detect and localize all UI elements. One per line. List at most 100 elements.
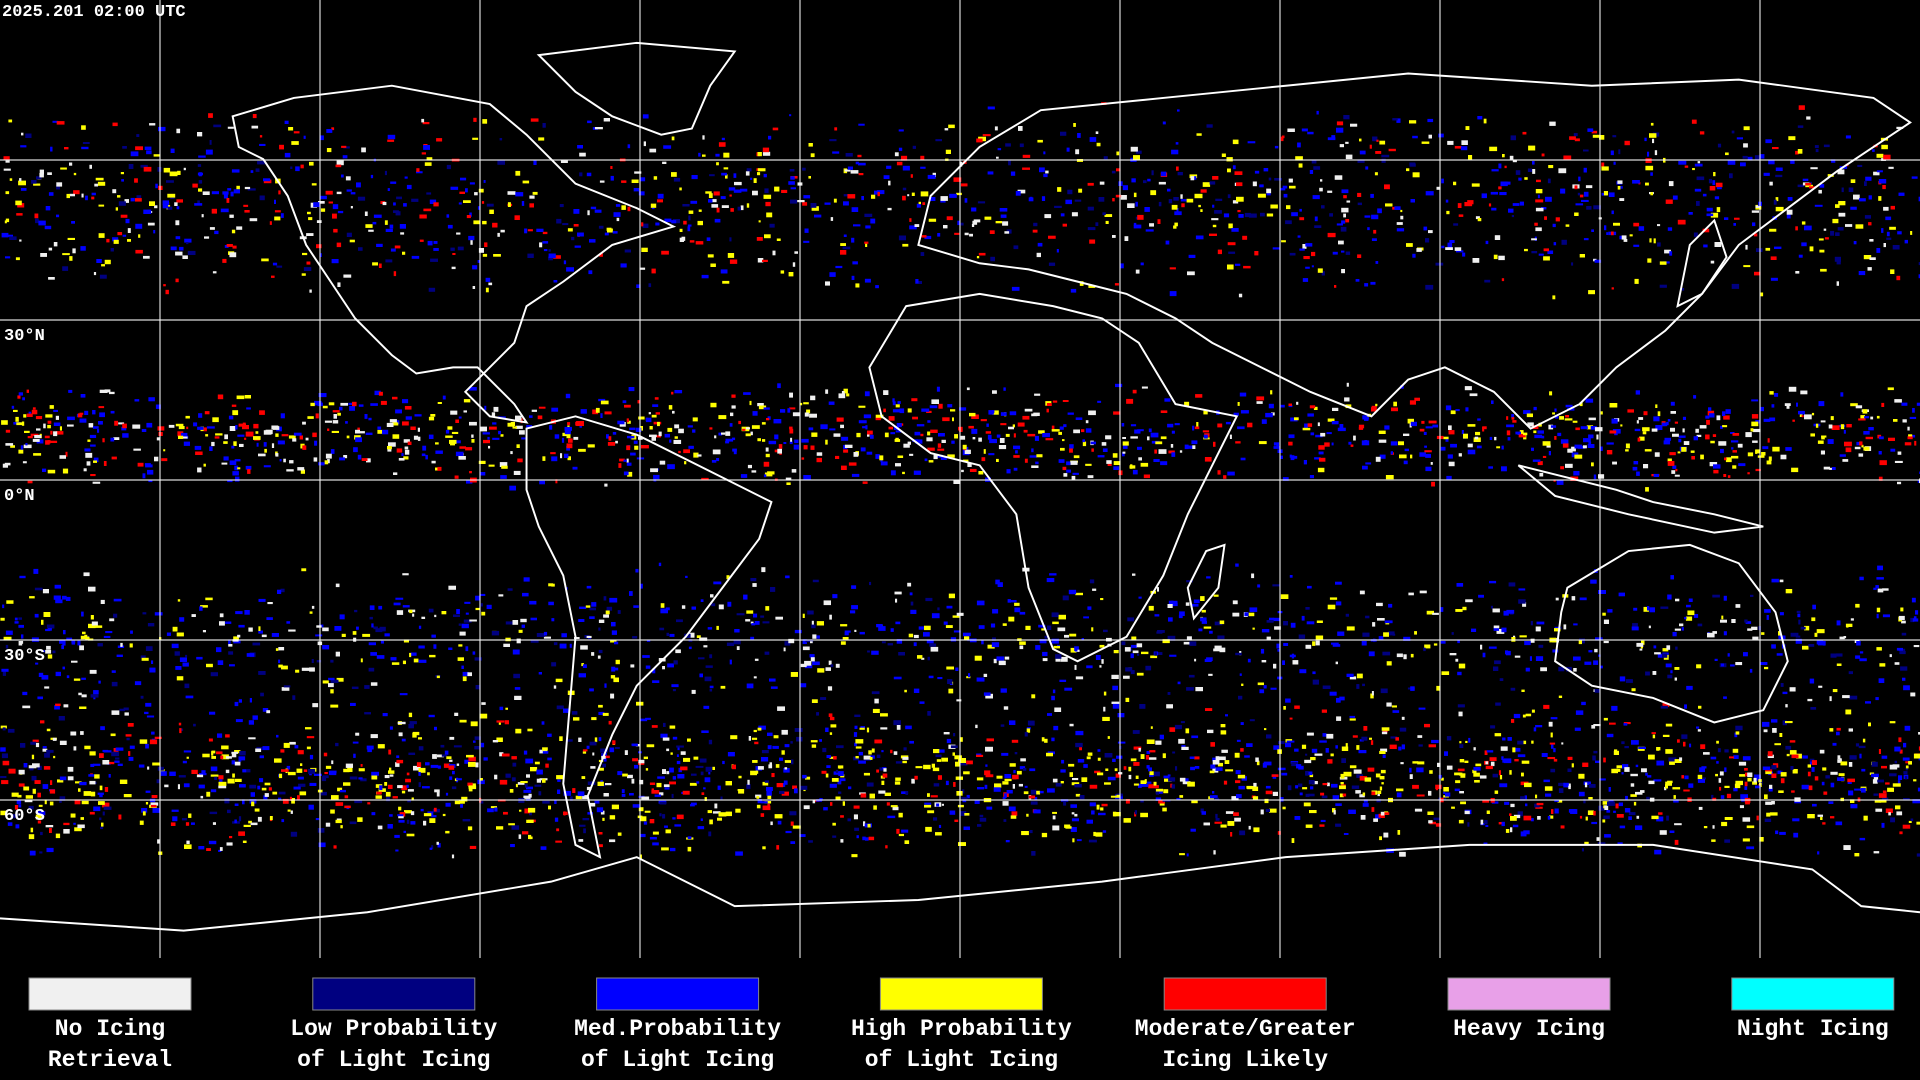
- icing-pixel: [714, 435, 717, 439]
- icing-pixel: [226, 198, 230, 203]
- icing-pixel: [41, 619, 44, 625]
- icing-pixel: [165, 289, 169, 295]
- icing-pixel: [1419, 452, 1426, 457]
- icing-pixel: [120, 642, 123, 647]
- icing-pixel: [1819, 249, 1825, 253]
- icing-pixel: [1747, 772, 1753, 778]
- icing-pixel: [594, 127, 603, 130]
- icing-pixel: [1878, 196, 1882, 201]
- icing-pixel: [843, 388, 848, 394]
- icing-pixel: [642, 223, 649, 228]
- icing-pixel: [89, 164, 92, 169]
- icing-pixel: [604, 232, 609, 236]
- icing-pixel: [1326, 432, 1332, 435]
- icing-pixel: [1074, 648, 1078, 652]
- icing-pixel: [1760, 406, 1764, 412]
- icing-pixel: [334, 626, 342, 631]
- icing-pixel: [305, 727, 312, 730]
- icing-pixel: [1175, 142, 1179, 145]
- icing-pixel: [1587, 810, 1594, 815]
- icing-pixel: [1731, 619, 1736, 623]
- icing-pixel: [1740, 162, 1746, 167]
- icing-pixel: [1014, 607, 1021, 613]
- icing-pixel: [1385, 475, 1394, 480]
- icing-pixel: [1367, 767, 1375, 772]
- icing-pixel: [140, 164, 148, 168]
- icing-pixel: [1652, 671, 1657, 675]
- icing-pixel: [1174, 423, 1180, 426]
- icing-pixel: [1459, 773, 1466, 776]
- icing-pixel: [1374, 172, 1378, 176]
- icing-pixel: [1129, 465, 1136, 469]
- icing-pixel: [1097, 749, 1101, 752]
- icing-pixel: [1633, 607, 1638, 611]
- icing-pixel: [336, 191, 342, 195]
- icing-pixel: [1797, 125, 1804, 128]
- icing-pixel: [892, 409, 901, 413]
- icing-pixel: [1862, 409, 1868, 414]
- icing-pixel: [1135, 201, 1138, 207]
- icing-pixel: [1817, 851, 1820, 855]
- icing-pixel: [895, 761, 902, 764]
- icing-pixel: [80, 246, 86, 251]
- icing-pixel: [1562, 443, 1569, 448]
- icing-pixel: [1621, 772, 1624, 775]
- icing-pixel: [779, 757, 784, 761]
- icing-pixel: [1380, 688, 1388, 694]
- icing-pixel: [790, 741, 793, 744]
- icing-pixel: [130, 630, 133, 634]
- icing-pixel: [67, 424, 74, 427]
- icing-pixel: [1211, 218, 1219, 221]
- icing-pixel: [854, 742, 857, 747]
- icing-pixel: [532, 191, 538, 195]
- icing-pixel: [669, 633, 675, 637]
- icing-pixel: [856, 432, 861, 438]
- icing-pixel: [172, 816, 178, 822]
- icing-pixel: [1619, 676, 1626, 682]
- icing-pixel: [1814, 145, 1819, 149]
- icing-pixel: [920, 252, 925, 256]
- icing-pixel: [774, 186, 780, 192]
- icing-pixel: [1178, 738, 1185, 744]
- icing-pixel: [1858, 453, 1864, 457]
- icing-pixel: [555, 678, 563, 683]
- icing-pixel: [1157, 587, 1159, 592]
- icing-pixel: [231, 404, 237, 407]
- icing-pixel: [402, 573, 409, 576]
- icing-pixel: [931, 399, 939, 404]
- icing-pixel: [718, 415, 727, 420]
- icing-pixel: [1327, 759, 1333, 764]
- icing-pixel: [1534, 434, 1543, 439]
- icing-pixel: [577, 145, 583, 149]
- icing-pixel: [1073, 429, 1080, 434]
- icing-pixel: [1194, 658, 1197, 662]
- icing-pixel: [170, 148, 175, 153]
- icing-pixel: [238, 624, 245, 628]
- icing-pixel: [920, 433, 924, 437]
- icing-pixel: [777, 383, 781, 389]
- icing-pixel: [1672, 787, 1681, 790]
- icing-pixel: [1225, 421, 1231, 425]
- icing-pixel: [1052, 811, 1057, 814]
- icing-pixel: [1510, 687, 1516, 691]
- icing-pixel: [817, 668, 825, 673]
- icing-pixel: [1545, 196, 1552, 202]
- icing-pixel: [1707, 410, 1715, 416]
- icing-pixel: [658, 431, 662, 437]
- icing-pixel: [492, 437, 500, 440]
- icing-pixel: [280, 413, 285, 419]
- icing-pixel: [1849, 695, 1858, 700]
- icing-pixel: [843, 234, 847, 237]
- icing-pixel: [1424, 723, 1430, 728]
- icing-pixel: [1897, 451, 1902, 455]
- icing-pixel: [1710, 440, 1715, 444]
- icing-pixel: [586, 172, 592, 177]
- icing-pixel: [1122, 185, 1128, 191]
- icing-pixel: [652, 842, 659, 846]
- icing-pixel: [1513, 713, 1521, 719]
- icing-pixel: [1196, 422, 1199, 427]
- icing-pixel: [1499, 783, 1508, 788]
- icing-pixel: [1013, 770, 1016, 774]
- icing-pixel: [526, 425, 533, 428]
- icing-pixel: [453, 745, 462, 748]
